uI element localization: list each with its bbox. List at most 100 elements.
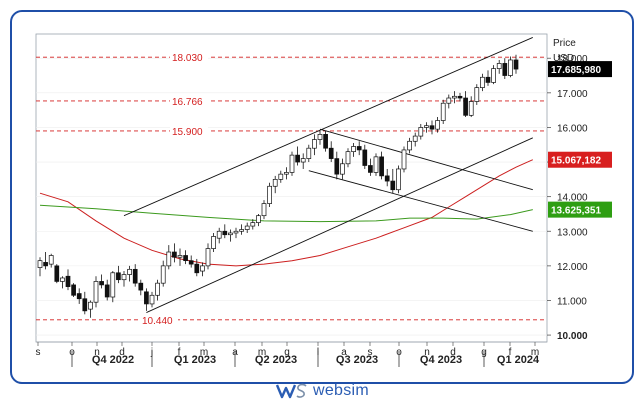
candle: [468, 96, 474, 118]
falling-channel-top-trendline: [319, 128, 533, 191]
candle: [384, 168, 390, 187]
candle: [93, 276, 99, 308]
candle-body: [407, 140, 412, 151]
candle-body: [284, 172, 289, 175]
candle: [149, 291, 155, 308]
candle-body: [99, 281, 104, 286]
websim-logo-icon: [275, 383, 307, 399]
green-moving-average-line: [39, 204, 533, 223]
candle-body: [194, 263, 200, 274]
candle: [200, 262, 205, 277]
green-ma-value-badge: 13.625,351: [551, 206, 601, 217]
candle-body: [328, 147, 334, 159]
candle-body: [272, 178, 278, 187]
candle: [228, 229, 233, 242]
candle-body: [104, 284, 110, 298]
y-tick-label: 11.000: [557, 296, 587, 307]
candle: [160, 260, 166, 287]
current-price-badge: 17.685,980: [551, 65, 601, 76]
candle-body: [228, 232, 233, 236]
candle-body: [340, 163, 345, 175]
candle-body: [155, 282, 160, 296]
candle: [457, 92, 463, 102]
candle-body: [334, 158, 340, 175]
candle-body: [396, 168, 401, 191]
y-tick-label: 13.000: [557, 227, 588, 238]
candle: [474, 84, 480, 105]
candle: [144, 288, 149, 311]
candle: [491, 65, 496, 85]
candle-body: [306, 147, 312, 159]
candle-body: [401, 149, 407, 170]
candle-body: [43, 262, 48, 267]
candle-body: [244, 225, 250, 230]
candle-body: [513, 59, 519, 70]
candle-body: [205, 248, 211, 267]
green-ma-value-badge-bg: [548, 201, 612, 218]
candle: [43, 252, 48, 270]
candle-body: [93, 281, 99, 303]
candle: [368, 158, 373, 176]
candle: [323, 130, 328, 152]
candle: [211, 232, 216, 253]
candle: [390, 168, 396, 194]
candle-body: [317, 134, 323, 140]
candle-body: [345, 151, 351, 165]
candle: [508, 56, 513, 78]
candle-body: [463, 97, 468, 116]
candle-body: [132, 268, 138, 284]
brand-name: websim: [312, 382, 370, 399]
candle-body: [172, 251, 177, 258]
candle: [54, 264, 60, 284]
candle-body: [127, 268, 132, 275]
candle-body: [474, 87, 480, 102]
candle: [272, 175, 278, 194]
candle: [233, 227, 239, 239]
candle: [88, 300, 93, 318]
quarter-label: Q4 2022: [92, 354, 134, 366]
candle-body: [368, 165, 373, 173]
month-label: g: [284, 347, 290, 358]
candle: [317, 130, 323, 145]
candle: [261, 200, 267, 220]
candle-body: [362, 149, 368, 166]
candle-body: [267, 185, 272, 204]
month-label: s: [36, 347, 41, 358]
candle: [379, 151, 384, 180]
candle-body: [177, 255, 183, 258]
candle: [121, 271, 127, 287]
month-label: d: [119, 347, 125, 358]
candle-body: [166, 251, 172, 267]
candle-body: [37, 260, 43, 268]
quarter-label: Q1 2023: [174, 354, 216, 366]
candle-body: [116, 272, 121, 281]
candle: [65, 269, 71, 291]
red-ma-value-badge-bg: [548, 151, 612, 168]
candle: [401, 146, 407, 173]
candle-body: [239, 229, 244, 232]
candle-body: [485, 76, 491, 83]
candle: [446, 94, 452, 109]
candle: [138, 279, 144, 296]
quarter-label: Q3 2023: [336, 354, 378, 366]
fib-label-bg: [170, 50, 208, 64]
fib-label-bg: [170, 123, 208, 137]
falling-channel-bottom-trendline: [308, 170, 533, 232]
month-label: s: [368, 347, 373, 358]
candle: [194, 258, 200, 277]
quarter-label: Q2 2023: [255, 354, 297, 366]
candle-body: [435, 120, 440, 130]
chart-frame: [10, 10, 634, 384]
candle: [155, 279, 160, 301]
candle: [60, 276, 65, 289]
candle: [452, 91, 457, 104]
fib-level-label: 18.030: [172, 53, 203, 64]
candle: [127, 265, 132, 282]
fib-level-label: 15.900: [172, 127, 203, 138]
candle: [396, 165, 401, 194]
quarter-label: Q4 2023: [420, 354, 462, 366]
month-label: f: [178, 347, 181, 358]
candle: [222, 224, 228, 239]
candle-body: [250, 222, 256, 227]
candle: [312, 134, 317, 156]
